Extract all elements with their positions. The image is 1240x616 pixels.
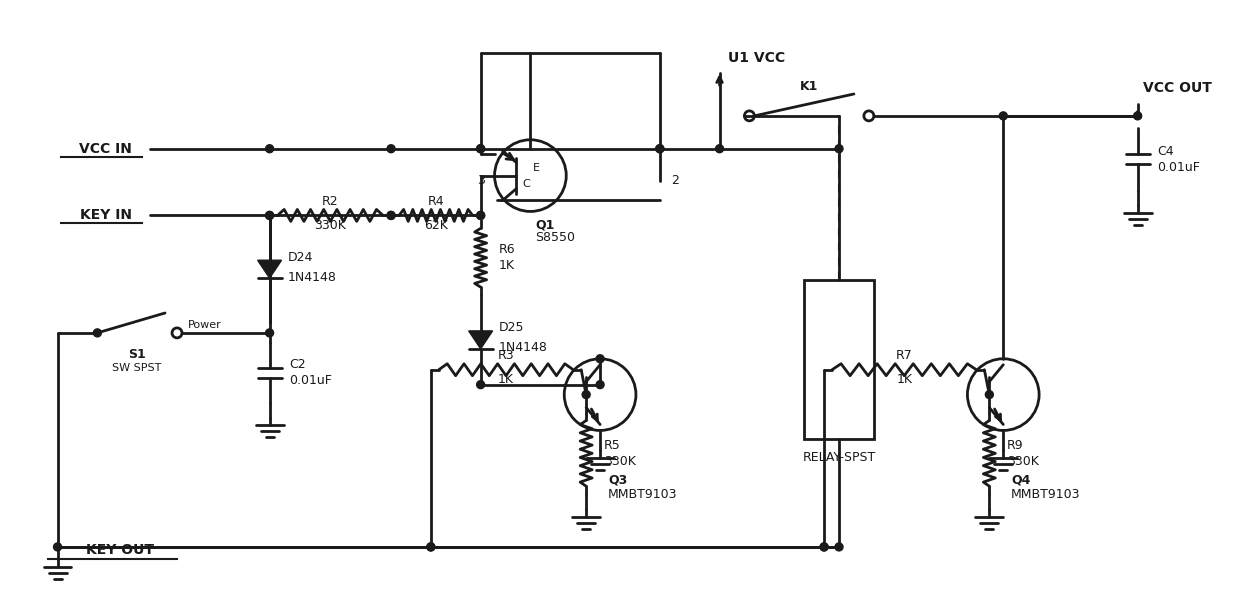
Text: S1: S1 bbox=[128, 348, 146, 362]
Text: 2: 2 bbox=[671, 174, 678, 187]
Text: R2: R2 bbox=[322, 195, 339, 208]
Text: D25: D25 bbox=[498, 322, 525, 334]
Text: VCC OUT: VCC OUT bbox=[1142, 81, 1211, 95]
Circle shape bbox=[656, 145, 663, 153]
Text: R5: R5 bbox=[604, 439, 621, 452]
Polygon shape bbox=[258, 260, 281, 278]
Text: C: C bbox=[522, 179, 531, 188]
Circle shape bbox=[265, 211, 274, 219]
Circle shape bbox=[596, 381, 604, 389]
Text: S8550: S8550 bbox=[536, 231, 575, 244]
Text: SW SPST: SW SPST bbox=[113, 363, 162, 373]
Circle shape bbox=[53, 543, 62, 551]
Circle shape bbox=[476, 211, 485, 219]
Polygon shape bbox=[469, 331, 492, 349]
Circle shape bbox=[835, 543, 843, 551]
Circle shape bbox=[93, 329, 102, 337]
Circle shape bbox=[387, 211, 396, 219]
Circle shape bbox=[476, 211, 485, 219]
Text: R7: R7 bbox=[895, 349, 913, 362]
Text: C4: C4 bbox=[1158, 145, 1174, 158]
Text: C2: C2 bbox=[289, 359, 306, 371]
Text: 330K: 330K bbox=[604, 455, 636, 468]
Circle shape bbox=[476, 145, 485, 153]
Circle shape bbox=[1133, 112, 1142, 120]
Circle shape bbox=[427, 543, 435, 551]
Circle shape bbox=[820, 543, 828, 551]
Text: 1K: 1K bbox=[498, 259, 515, 272]
Text: 330K: 330K bbox=[1007, 455, 1039, 468]
Circle shape bbox=[820, 543, 828, 551]
Text: K1: K1 bbox=[800, 79, 818, 92]
Text: 1N4148: 1N4148 bbox=[498, 341, 547, 354]
Circle shape bbox=[265, 145, 274, 153]
Text: 3: 3 bbox=[476, 174, 485, 187]
Circle shape bbox=[476, 381, 485, 389]
Circle shape bbox=[656, 145, 663, 153]
Text: 1K: 1K bbox=[897, 373, 913, 386]
Text: MMBT9103: MMBT9103 bbox=[608, 488, 677, 501]
Text: KEY OUT: KEY OUT bbox=[87, 543, 154, 557]
Circle shape bbox=[476, 145, 485, 153]
Bar bbox=[805, 280, 874, 439]
Text: RELAY-SPST: RELAY-SPST bbox=[802, 451, 875, 464]
Text: U1 VCC: U1 VCC bbox=[728, 51, 785, 65]
Text: R6: R6 bbox=[498, 243, 515, 256]
Text: Q3: Q3 bbox=[608, 474, 627, 487]
Text: Power: Power bbox=[188, 320, 222, 330]
Text: E: E bbox=[532, 163, 539, 172]
Circle shape bbox=[265, 211, 274, 219]
Text: 62K: 62K bbox=[424, 219, 448, 232]
Text: R3: R3 bbox=[497, 349, 515, 362]
Text: KEY IN: KEY IN bbox=[81, 208, 133, 222]
Circle shape bbox=[387, 145, 396, 153]
Circle shape bbox=[582, 391, 590, 399]
Text: R9: R9 bbox=[1007, 439, 1024, 452]
Text: Q4: Q4 bbox=[1012, 474, 1030, 487]
Text: D24: D24 bbox=[288, 251, 312, 264]
Circle shape bbox=[265, 329, 274, 337]
Circle shape bbox=[715, 145, 723, 153]
Circle shape bbox=[596, 355, 604, 363]
Circle shape bbox=[999, 112, 1007, 120]
Text: R4: R4 bbox=[428, 195, 444, 208]
Circle shape bbox=[835, 145, 843, 153]
Text: 0.01uF: 0.01uF bbox=[1158, 161, 1200, 174]
Text: 1N4148: 1N4148 bbox=[288, 270, 336, 283]
Circle shape bbox=[986, 391, 993, 399]
Text: VCC IN: VCC IN bbox=[79, 142, 133, 156]
Text: 1K: 1K bbox=[498, 373, 515, 386]
Text: MMBT9103: MMBT9103 bbox=[1012, 488, 1081, 501]
Circle shape bbox=[427, 543, 435, 551]
Text: 0.01uF: 0.01uF bbox=[289, 374, 332, 387]
Text: 330K: 330K bbox=[315, 219, 346, 232]
Circle shape bbox=[387, 211, 396, 219]
Text: Q1: Q1 bbox=[536, 219, 554, 232]
